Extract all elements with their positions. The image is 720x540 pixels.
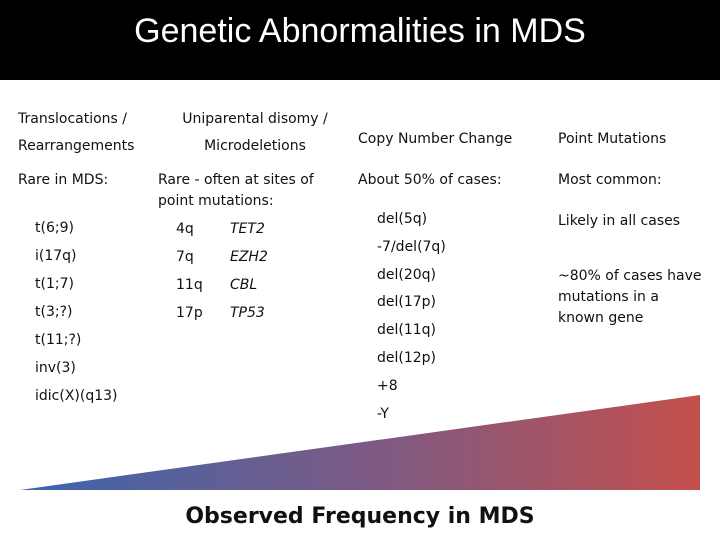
copy-number-change: del(17p): [377, 294, 437, 311]
copy-number-change: del(12p): [377, 350, 437, 366]
translocation: t(11;?): [35, 332, 82, 348]
title-bar: [0, 0, 720, 80]
copy-number-change: del(5q): [377, 211, 428, 227]
region: 17p: [176, 305, 203, 321]
translocation: t(1;7): [35, 276, 74, 292]
column-summary: Rare - often at sites of point mutations…: [158, 172, 314, 209]
column-header: Translocations / Rearrangements: [18, 111, 135, 154]
translocation: i(17q): [35, 248, 77, 264]
region: 11q: [176, 277, 203, 293]
column-summary: About 50% of cases:: [358, 172, 502, 188]
point-mutation-note: ~80% of cases have mutations in a known …: [558, 268, 702, 326]
title: Genetic Abnormalities in MDS: [134, 12, 586, 50]
copy-number-change: del(20q): [377, 266, 437, 283]
wedge: [20, 395, 700, 490]
translocation: t(3;?): [35, 304, 73, 320]
gene: TP53: [230, 305, 265, 321]
translocation: idic(X)(q13): [35, 388, 118, 404]
point-mutation-note: Likely in all cases: [558, 213, 681, 229]
column-summary: Most common:: [558, 172, 662, 188]
gene: EZH2: [230, 249, 268, 265]
footer: Observed Frequency in MDS: [185, 504, 535, 529]
copy-number-change: -Y: [377, 405, 389, 422]
gene: TET2: [230, 221, 265, 237]
translocation: t(6;9): [35, 220, 74, 236]
gene: CBL: [230, 277, 258, 293]
region: 4q: [176, 221, 194, 237]
column-header: Point Mutations: [558, 131, 667, 147]
column-header: Uniparental disomy / Microdeletions: [182, 111, 328, 154]
column-summary: Rare in MDS:: [18, 172, 109, 188]
copy-number-change: -7/del(7q): [377, 238, 446, 255]
copy-number-change: del(11q): [377, 322, 437, 339]
translocation: inv(3): [35, 360, 76, 376]
copy-number-change: +8: [377, 377, 398, 394]
column-header: Copy Number Change: [358, 131, 513, 147]
region: 7q: [176, 249, 194, 265]
